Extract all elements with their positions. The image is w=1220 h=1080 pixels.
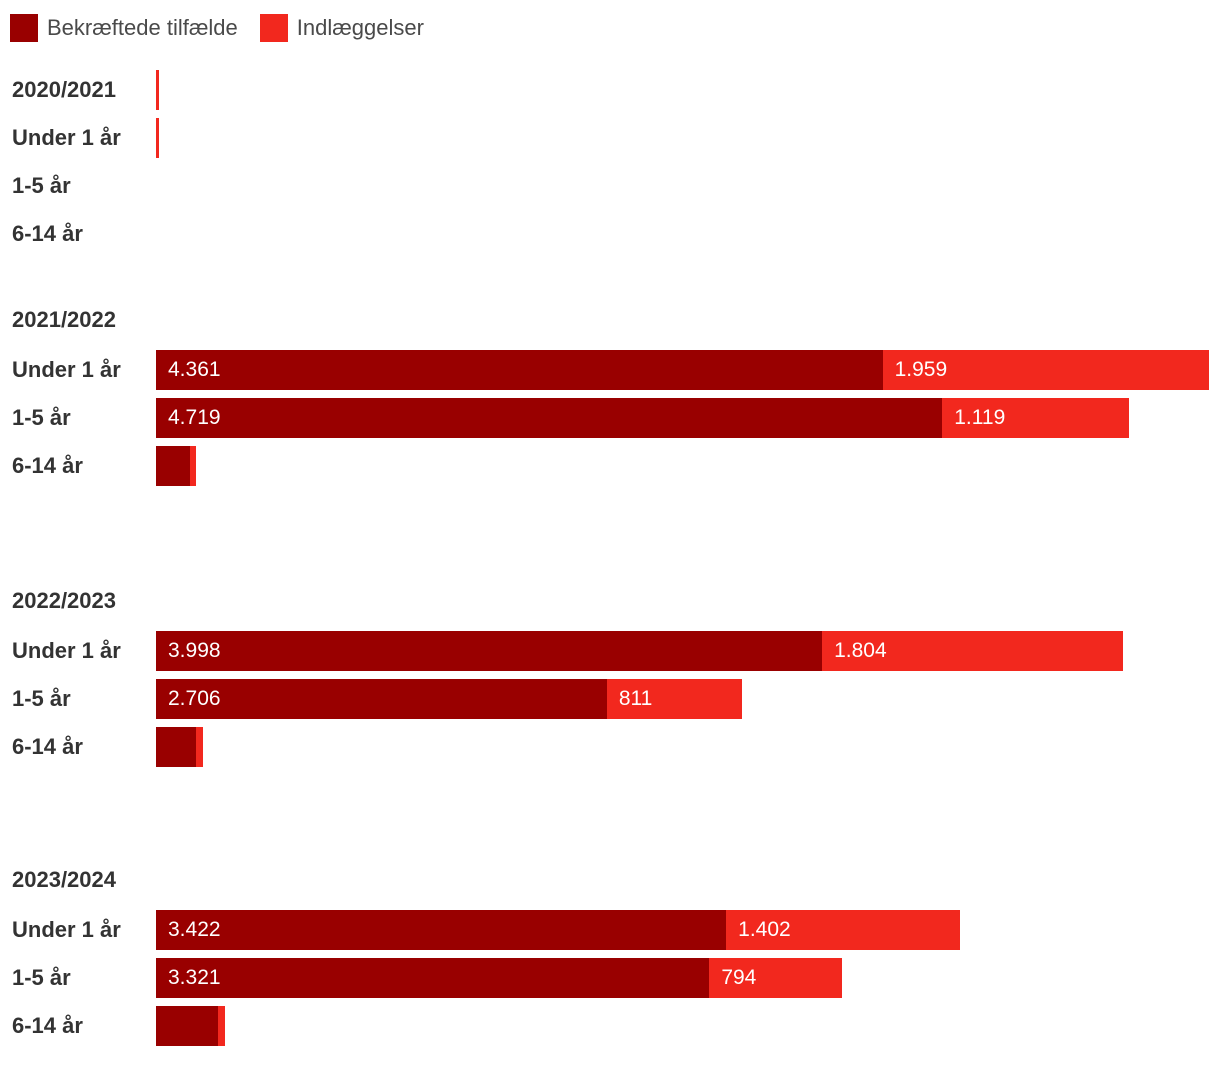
age-label: 6-14 år (12, 453, 83, 478)
season-block: 2021/2022 Under 1 år 4.361 1.959 1-5 år 4.719… (0, 300, 1220, 486)
confirmed-bar (156, 1006, 218, 1046)
season-heading: 2022/2023 (12, 588, 116, 613)
admissions-bar: 811 (606, 679, 742, 719)
bar-track: 4.719 1.119 (156, 398, 1220, 438)
age-label: Under 1 år (12, 638, 121, 663)
admissions-bar: 1.119 (942, 398, 1129, 438)
bar-row: 6-14 år (0, 1006, 1220, 1046)
season-block: 2022/2023 Under 1 år 3.998 1.804 1-5 år 2.706… (0, 581, 1220, 767)
legend-item-admissions: Indlæggelser (259, 14, 424, 42)
bar-track: 3.321 794 (156, 958, 1220, 998)
bar-value-label: 1.804 (834, 639, 887, 662)
age-label: 6-14 år (12, 1013, 83, 1038)
bar-row: 1-5 år 2.706 811 (0, 679, 1220, 719)
legend-label-confirmed: Bekræftede tilfælde (47, 15, 238, 40)
bar-track (156, 70, 1220, 110)
age-label: 1-5 år (12, 173, 71, 198)
bar-value-label: 2.706 (168, 687, 221, 710)
season-heading: 2023/2024 (12, 867, 116, 892)
grouped-bar-chart: 2020/2021 Under 1 år 1-5 år 6-14 år 2021/202… (0, 70, 1220, 1054)
legend-label-admissions: Indlæggelser (296, 15, 424, 40)
confirmed-bar (156, 727, 197, 767)
bar-row: 1-5 år (0, 166, 1220, 206)
bar-value-label: 811 (618, 687, 653, 710)
admissions-bar: 1.959 (882, 350, 1209, 390)
legend: Bekræftede tilfælde Indlæggelser (10, 14, 424, 42)
bar-value-label: 3.998 (168, 639, 221, 662)
season-block: 2023/2024 Under 1 år 3.422 1.402 1-5 år 3.321… (0, 860, 1220, 1046)
bar-track: 3.998 1.804 (156, 631, 1220, 671)
season-heading: 2021/2022 (12, 307, 116, 332)
age-label: 1-5 år (12, 686, 71, 711)
admissions-bar (156, 70, 159, 110)
bar-value-label: 4.719 (168, 406, 221, 429)
bar-track: 4.361 1.959 (156, 350, 1220, 390)
age-label: 6-14 år (12, 221, 83, 246)
confirmed-swatch-icon (10, 14, 38, 42)
age-label: 6-14 år (12, 734, 83, 759)
age-label: Under 1 år (12, 357, 121, 382)
admissions-bar: 1.402 (726, 910, 960, 950)
legend-item-confirmed: Bekræftede tilfælde (10, 14, 238, 42)
age-label: 1-5 år (12, 405, 71, 430)
bar-value-label: 1.959 (894, 358, 948, 381)
bar-row: 1-5 år 3.321 794 (0, 958, 1220, 998)
bar-row: Under 1 år 4.361 1.959 (0, 350, 1220, 390)
bar-row: 6-14 år (0, 446, 1220, 486)
season-heading-row: 2020/2021 (0, 70, 1220, 110)
bar-row: Under 1 år (0, 118, 1220, 158)
confirmed-bar: 4.361 (156, 350, 883, 390)
bar-value-label: 4.361 (168, 358, 221, 381)
admissions-bar: 794 (709, 958, 842, 998)
admissions-bar (196, 727, 203, 767)
bar-track (156, 118, 1220, 158)
confirmed-bar: 2.706 (156, 679, 607, 719)
bar-track (156, 727, 1220, 767)
admissions-bar: 1.804 (822, 631, 1123, 671)
admissions-bar (156, 118, 159, 158)
age-label: 1-5 år (12, 965, 71, 990)
bar-row: 6-14 år (0, 727, 1220, 767)
age-label: Under 1 år (12, 125, 121, 150)
season-heading: 2020/2021 (12, 77, 116, 102)
bar-value-label: 794 (721, 966, 757, 989)
admissions-swatch-icon (259, 14, 288, 42)
bar-track: 2.706 811 (156, 679, 1220, 719)
admissions-bar (217, 1006, 225, 1046)
bar-row: 6-14 år (0, 214, 1220, 254)
bar-track: 3.422 1.402 (156, 910, 1220, 950)
confirmed-bar (156, 446, 190, 486)
season-block: 2020/2021 Under 1 år 1-5 år 6-14 år (0, 70, 1220, 254)
bar-track (156, 446, 1220, 486)
bar-row: Under 1 år 3.998 1.804 (0, 631, 1220, 671)
bar-value-label: 3.422 (168, 918, 221, 941)
bar-track (156, 166, 1220, 206)
bar-track (156, 1006, 1220, 1046)
bar-row: 1-5 år 4.719 1.119 (0, 398, 1220, 438)
confirmed-bar: 4.719 (156, 398, 943, 438)
confirmed-bar: 3.321 (156, 958, 710, 998)
bar-track (156, 214, 1220, 254)
admissions-bar (189, 446, 197, 486)
bar-value-label: 3.321 (168, 966, 221, 989)
confirmed-bar: 3.422 (156, 910, 727, 950)
bar-value-label: 1.119 (954, 406, 1006, 429)
bar-row: Under 1 år 3.422 1.402 (0, 910, 1220, 950)
age-label: Under 1 år (12, 917, 121, 942)
confirmed-bar: 3.998 (156, 631, 823, 671)
bar-value-label: 1.402 (738, 918, 791, 941)
